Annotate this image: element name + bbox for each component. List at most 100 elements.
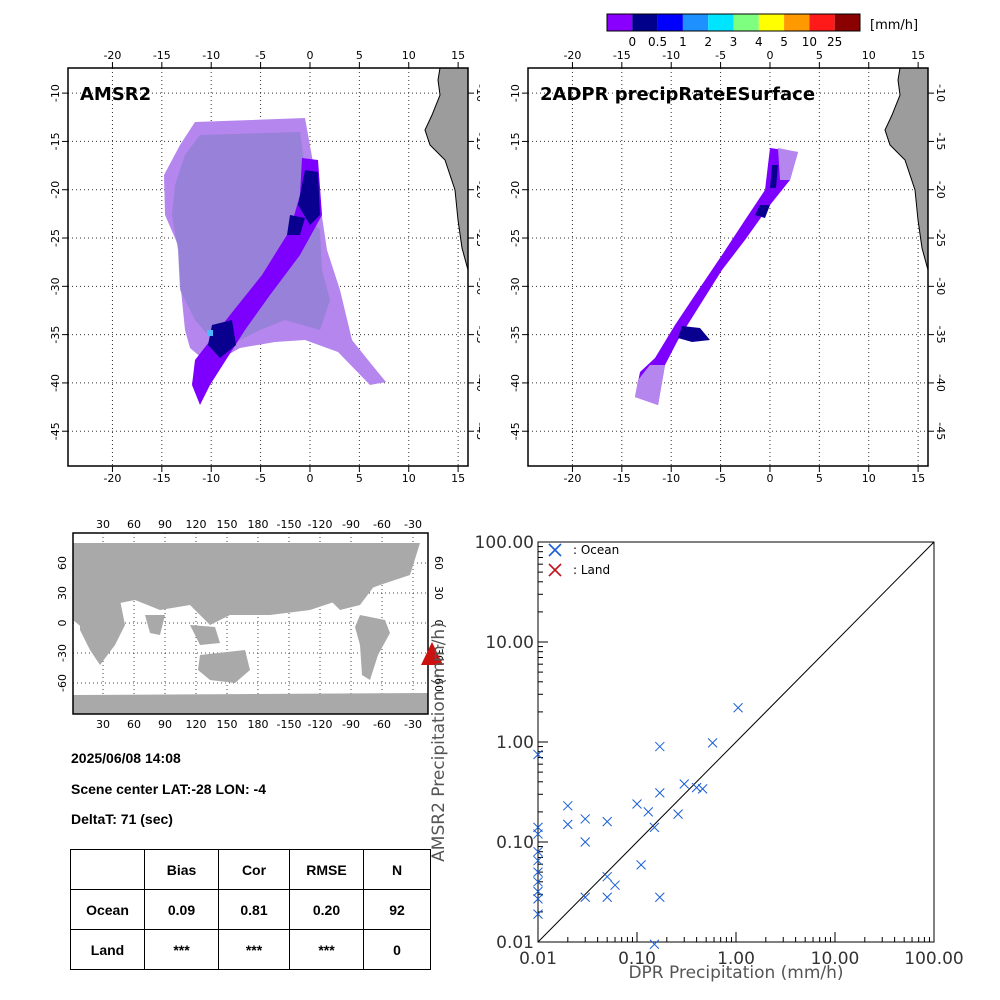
amsr2-heavy-rain (208, 170, 320, 358)
legend-label: : Ocean (573, 543, 619, 557)
scatter-point (533, 829, 543, 839)
lon-tick-label: 150 (217, 518, 238, 531)
scatter-point (533, 894, 543, 904)
table-cell: *** (218, 929, 290, 970)
lon-tick-label: 0 (766, 49, 773, 62)
table-header-row: Bias Cor RMSE N (70, 849, 431, 890)
lat-tick-label: -20 (474, 181, 480, 199)
map-title: AMSR2 (80, 84, 151, 105)
colorbar-swatch (708, 14, 734, 31)
lon-tick-label: -15 (153, 472, 171, 485)
africa-coast (424, 68, 468, 271)
scatter-point (533, 876, 543, 887)
lon-tick-label: 0 (306, 49, 313, 62)
scatter-point (654, 788, 665, 798)
row-label: Land (70, 929, 145, 970)
lon-tick-label: 0 (306, 472, 313, 485)
lat-tick-label: -30 (474, 277, 480, 295)
scatter-point (533, 749, 543, 760)
lat-tick-label: -35 (49, 326, 62, 344)
lon-tick-label: 30 (96, 518, 110, 531)
lon-tick-label: 0 (766, 472, 773, 485)
lat-tick-label: 0 (432, 620, 445, 627)
lon-tick-label: -5 (255, 472, 266, 485)
colorbar-swatch (682, 14, 709, 31)
lon-tick-label: -30 (404, 718, 422, 731)
lat-tick-label: -25 (509, 229, 522, 247)
lat-tick-label: -30 (934, 277, 947, 295)
lat-tick-label: -60 (432, 674, 445, 692)
lon-tick-label: 15 (911, 49, 925, 62)
lon-tick-label: -120 (308, 718, 333, 731)
world-frame (72, 532, 429, 715)
scatter-point (580, 837, 591, 847)
colorbar-swatches (607, 14, 860, 31)
x-tick-label: 10.00 (811, 949, 860, 969)
legend-label: : Land (573, 563, 610, 577)
deltat-text: DeltaT: 71 (sec) (71, 811, 173, 827)
lon-tick-label: 5 (816, 49, 823, 62)
lon-tick-label: -15 (613, 49, 631, 62)
scatter-point (632, 799, 642, 809)
colorbar-label: 0.5 (648, 35, 667, 49)
lon-tick-label: -10 (662, 472, 680, 485)
lon-tick-label: -15 (613, 472, 631, 485)
y-tick-label: 0.10 (496, 833, 534, 853)
lat-tick-label: -15 (509, 132, 522, 150)
land-south-america (355, 615, 390, 680)
colorbar-swatch (607, 14, 633, 31)
lon-tick-label: -10 (202, 472, 220, 485)
lon-tick-label: -150 (277, 718, 302, 731)
lon-tick-label: 15 (451, 49, 465, 62)
map-tick-labels: -20 -20 -15 -15 -10 -10 -5 -5 0 0 5 5 10 10 15 15 -10 -10… (49, 49, 480, 485)
lat-tick-label: -30 (56, 644, 69, 662)
lon-tick-label: -10 (662, 49, 680, 62)
colorbar-label: 2 (704, 35, 712, 49)
table-cell: *** (289, 929, 364, 970)
lat-tick-label: -45 (509, 422, 522, 440)
lon-tick-label: -90 (342, 718, 360, 731)
colorbar-label: 4 (755, 35, 763, 49)
x-tick-label: 0.10 (618, 949, 656, 969)
table-row: Ocean 0.09 0.81 0.20 92 (70, 889, 431, 930)
lat-tick-label: 60 (432, 556, 445, 570)
lat-tick-label: -10 (474, 84, 480, 102)
map-frame (527, 67, 929, 467)
lon-tick-label: 5 (356, 49, 363, 62)
lon-tick-label: 10 (402, 472, 416, 485)
lon-tick-label: -120 (308, 518, 333, 531)
colorbar-swatch (834, 14, 860, 31)
legend-item: : Land (548, 563, 610, 577)
map-tick-labels: -20 -20 -15 -15 -10 -10 -5 -5 0 0 5 5 10 10 15 15 -10 -10… (509, 49, 947, 485)
colorbar-swatch (784, 14, 810, 31)
lon-tick-label: 180 (248, 718, 269, 731)
one-to-one-line (537, 541, 935, 943)
scatter-point (673, 809, 683, 819)
table-cell: *** (144, 929, 219, 970)
colorbar-label: 5 (780, 35, 788, 49)
dpr-swath-edge (635, 148, 798, 405)
table-header: RMSE (289, 849, 364, 890)
colorbar-label: 1 (679, 35, 687, 49)
lon-tick-label: 5 (356, 472, 363, 485)
datetime-text: 2025/06/08 14:08 (71, 750, 181, 766)
scatter-chart: 0.010.01 0.10 0.10 1.00 1.00 10.00 10.00 100.00… (429, 533, 964, 983)
amsr2-map: AMSR2 -20 -20 -15 -15 -10 -10 -5 -5 0 0 5 5 10 10 15 15… (49, 49, 480, 485)
lon-tick-label: 5 (816, 472, 823, 485)
lon-tick-label: 90 (158, 718, 172, 731)
lat-tick-label: -25 (49, 229, 62, 247)
lon-tick-label: 90 (158, 518, 172, 531)
map-frame (67, 67, 469, 467)
table-header (70, 849, 145, 890)
y-tick-label: 0.01 (496, 933, 534, 953)
land-antarctica (73, 693, 428, 714)
lon-tick-label: -20 (563, 49, 581, 62)
lon-tick-label: -20 (563, 472, 581, 485)
table-header: N (363, 849, 431, 890)
lon-tick-label: -5 (715, 49, 726, 62)
table-cell: 0.09 (144, 889, 219, 930)
colorbar-swatch (809, 14, 835, 31)
scatter-points (533, 702, 743, 950)
land-australia (198, 650, 250, 683)
scatter-legend: : Ocean : Land (548, 543, 619, 577)
